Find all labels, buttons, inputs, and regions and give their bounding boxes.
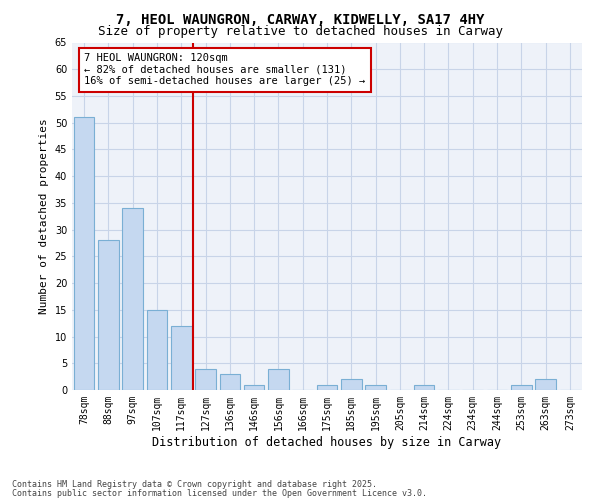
Bar <box>535 380 556 390</box>
Bar <box>268 368 289 390</box>
Text: 7 HEOL WAUNGRON: 120sqm
← 82% of detached houses are smaller (131)
16% of semi-d: 7 HEOL WAUNGRON: 120sqm ← 82% of detache… <box>85 53 365 86</box>
Bar <box>244 384 265 390</box>
Bar <box>220 374 240 390</box>
Bar <box>511 384 532 390</box>
Bar <box>74 118 94 390</box>
Bar <box>122 208 143 390</box>
Bar <box>146 310 167 390</box>
Bar <box>195 368 216 390</box>
Bar <box>98 240 119 390</box>
Text: Contains HM Land Registry data © Crown copyright and database right 2025.: Contains HM Land Registry data © Crown c… <box>12 480 377 489</box>
Bar <box>317 384 337 390</box>
Bar <box>414 384 434 390</box>
X-axis label: Distribution of detached houses by size in Carway: Distribution of detached houses by size … <box>152 436 502 448</box>
Y-axis label: Number of detached properties: Number of detached properties <box>39 118 49 314</box>
Bar <box>341 380 362 390</box>
Bar <box>365 384 386 390</box>
Text: 7, HEOL WAUNGRON, CARWAY, KIDWELLY, SA17 4HY: 7, HEOL WAUNGRON, CARWAY, KIDWELLY, SA17… <box>116 12 484 26</box>
Bar <box>171 326 191 390</box>
Text: Size of property relative to detached houses in Carway: Size of property relative to detached ho… <box>97 25 503 38</box>
Text: Contains public sector information licensed under the Open Government Licence v3: Contains public sector information licen… <box>12 488 427 498</box>
